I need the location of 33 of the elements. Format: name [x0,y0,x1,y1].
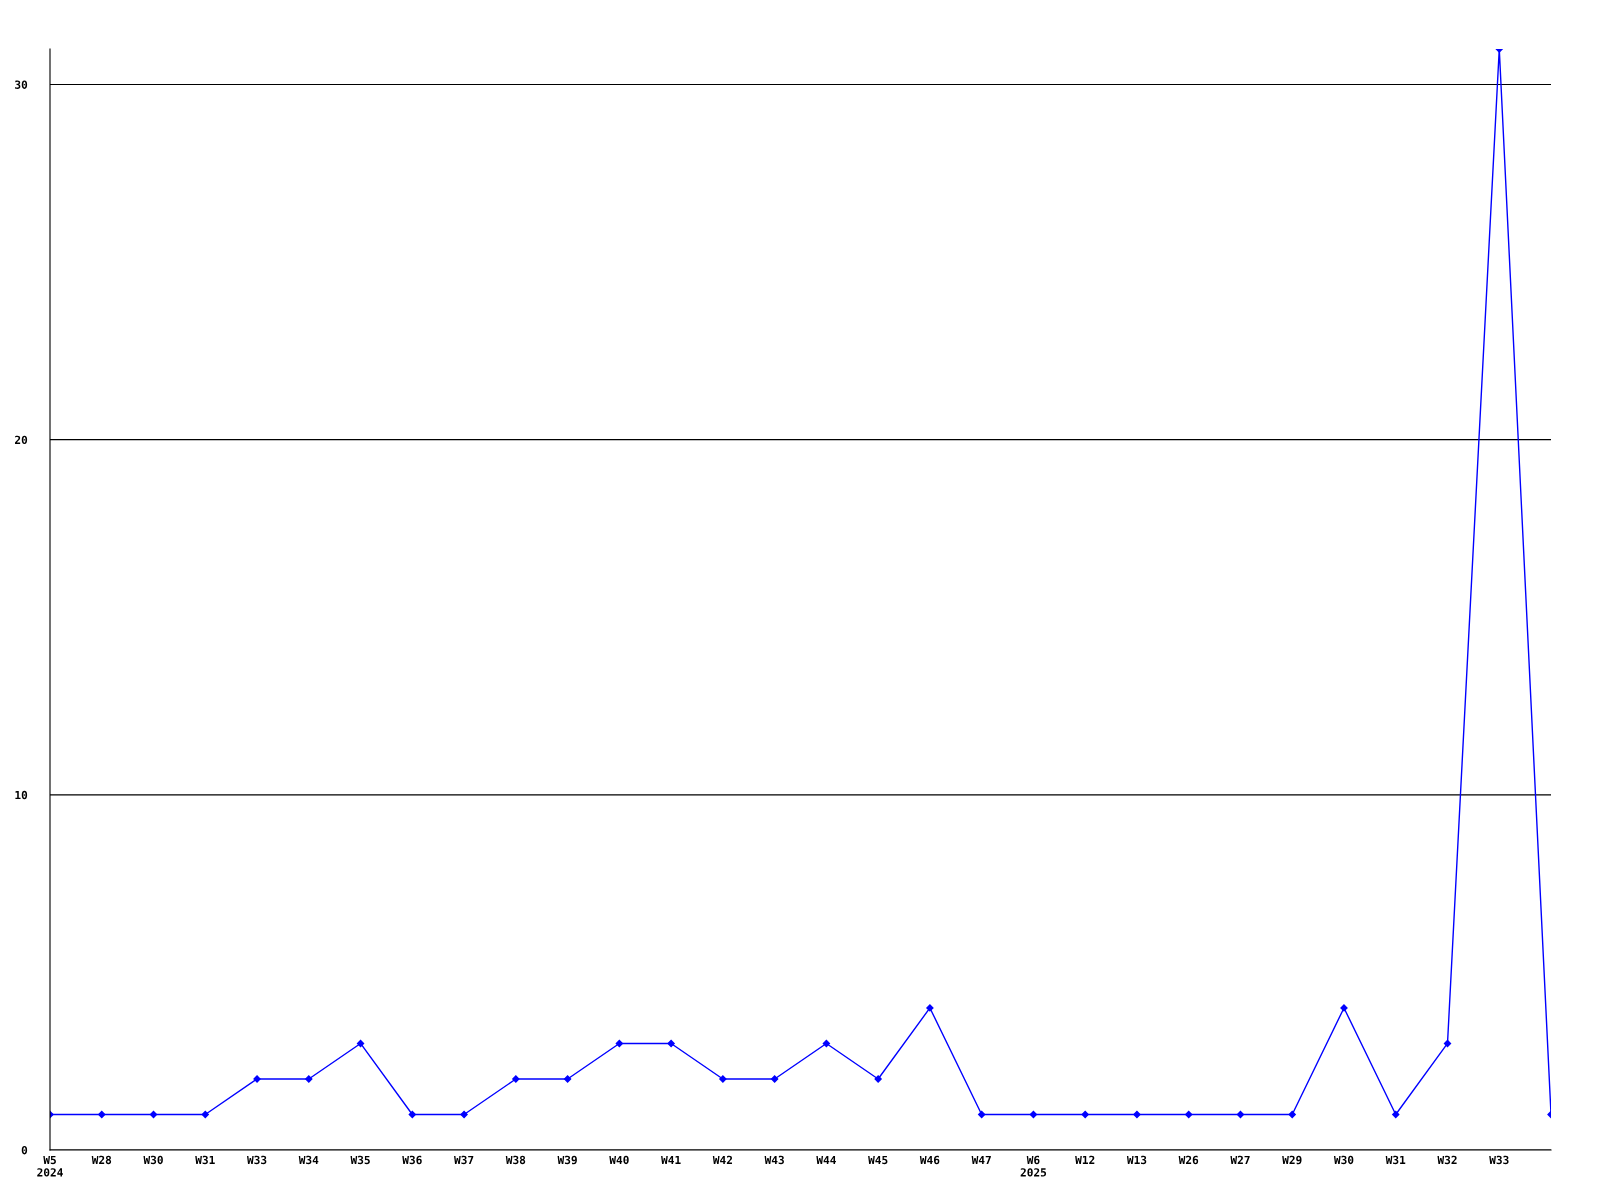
x-tick-label: W30 [1333,1155,1354,1165]
x-tick-label: W47 [971,1155,991,1164]
x-tick-label: W5 2024 [37,1155,63,1177]
x-tick-label: W28 [91,1155,112,1165]
x-tick-label: W31 [1385,1155,1406,1165]
x-tick-label: W33 [247,1155,267,1165]
x-tick-label: W43 [764,1155,784,1165]
x-tick-label: W38 [505,1155,526,1165]
x-tick-label: W39 [557,1155,577,1165]
x-tick-label: W26 [1178,1155,1199,1165]
x-tick-label: W44 [816,1155,836,1164]
x-tick-label: W12 [1075,1155,1095,1164]
x-tick-label: W32 [1437,1155,1457,1165]
x-tick-label: W46 [919,1155,940,1165]
x-tick-label: W41 [661,1155,681,1164]
x-tick-label: W29 [1282,1155,1302,1165]
x-tick-label: W27 [1230,1155,1250,1164]
y-tick-label: 20 [15,435,28,445]
x-tick-label: W42 [712,1155,732,1164]
x-tick-label: W30 [143,1155,163,1165]
x-tick-label: W6 2025 [1020,1155,1047,1177]
x-tick-label: W36 [402,1155,422,1165]
x-tick-label: W45 [868,1155,888,1165]
y-tick-label: 30 [15,80,28,89]
x-tick-label: W33 [1489,1155,1509,1165]
x-tick-label: W37 [454,1155,474,1165]
x-tick-label: W31 [195,1155,215,1165]
x-tick-label: W40 [609,1155,629,1165]
y-tick-label: 0 [21,1145,28,1155]
x-tick-label: W35 [350,1155,370,1165]
y-tick-label: 10 [15,790,28,800]
x-tick-label: W13 [1126,1155,1147,1165]
x-tick-label: W34 [298,1155,319,1165]
